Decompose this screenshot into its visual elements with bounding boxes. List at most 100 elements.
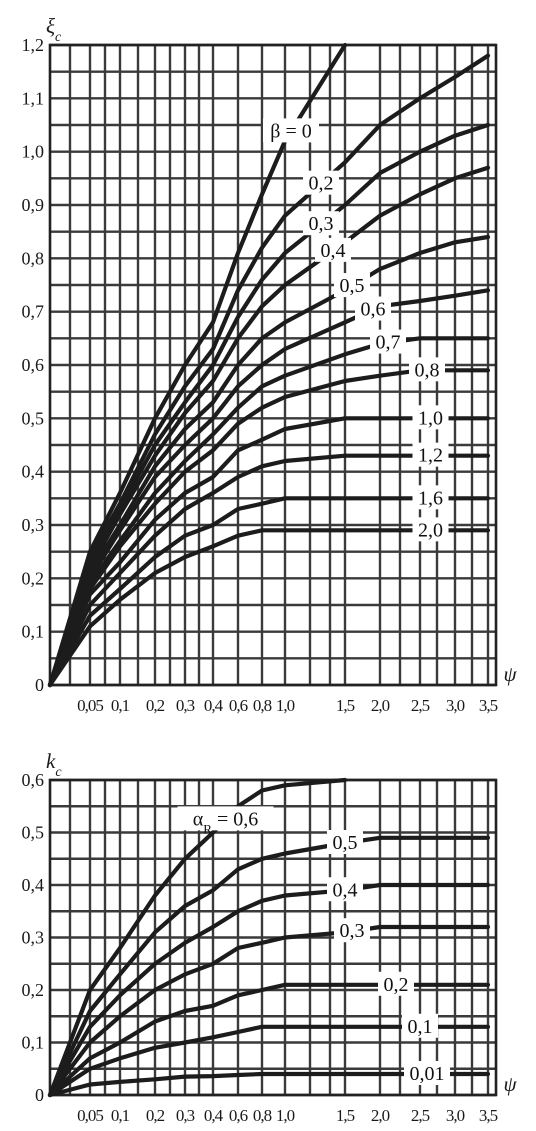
series-line bbox=[47, 777, 348, 1098]
series-line bbox=[47, 42, 348, 688]
chart-k-c: 0 0,1 0,2 0,3 0,4 0,5 0,6 0,05 0,1 0,2 0,3 0,4 0,6 0,… bbox=[22, 749, 518, 1125]
x-tick-label: 0,2 bbox=[146, 696, 165, 715]
series-label: 0,5 bbox=[340, 275, 365, 297]
series-label-bg bbox=[412, 442, 449, 467]
series-label-bg bbox=[327, 830, 363, 854]
y-tick-label: 0,7 bbox=[22, 302, 45, 322]
series-label-bg bbox=[370, 329, 406, 354]
series-labels: β = 0 0,2 0,3 0,4 0,50,6 0,7 0,8 1,0 1,2 1,6 2,0 bbox=[263, 118, 449, 542]
series-line bbox=[47, 53, 491, 688]
series-label-bg bbox=[412, 517, 449, 542]
y-tick-labels: 0 0,1 0,2 0,3 0,4 0,5 0,6 bbox=[22, 770, 45, 1105]
series-label-bg bbox=[409, 357, 445, 382]
x-tick-label: 0,4 bbox=[204, 696, 224, 715]
series-label-bg bbox=[412, 405, 449, 430]
y-axis-label: ξc bbox=[46, 14, 62, 45]
series-label: 0,7 bbox=[376, 332, 401, 354]
x-tick-label: 2,5 bbox=[411, 696, 430, 715]
x-tick-label: 1,5 bbox=[336, 696, 355, 715]
y-tick-label: 0,4 bbox=[22, 875, 45, 895]
series-label: 0,2 bbox=[309, 173, 334, 195]
y-tick-label: 0,1 bbox=[22, 1033, 45, 1053]
x-tick-label: 2,0 bbox=[371, 696, 390, 715]
y-tick-label: 0,8 bbox=[22, 248, 45, 268]
grid bbox=[50, 778, 496, 1097]
series-label: 1,0 bbox=[418, 407, 443, 429]
plot-frame bbox=[48, 43, 498, 687]
y-tick-label: 0,3 bbox=[22, 928, 45, 948]
series-label: β = 0 bbox=[270, 120, 311, 142]
series-label: 2,0 bbox=[418, 519, 443, 541]
chart-xi-c: 00,10,20,30,40,50,60,70,80,91,01,11,20,0… bbox=[22, 14, 518, 715]
series-line bbox=[47, 835, 491, 1098]
y-tick-label: 1,0 bbox=[22, 142, 45, 162]
x-tick-label: 0,05 bbox=[77, 1106, 103, 1125]
y-tick-label: 0 bbox=[35, 675, 44, 695]
series-label-bg bbox=[263, 118, 319, 143]
series-label: 0,6 bbox=[361, 299, 386, 321]
x-tick-label: 3,0 bbox=[446, 696, 465, 715]
series-label-bg bbox=[378, 971, 414, 996]
y-tick-label: 0,1 bbox=[22, 622, 45, 642]
x-tick-label: 3,0 bbox=[446, 1106, 465, 1125]
x-tick-label: 0,2 bbox=[146, 1106, 165, 1125]
y-tick-label: 1,2 bbox=[22, 35, 45, 55]
series-line bbox=[47, 234, 491, 688]
x-tick-label: 0,8 bbox=[253, 1106, 272, 1125]
y-tick-label: 0,5 bbox=[22, 408, 45, 428]
series-label: 0,01 bbox=[410, 1063, 445, 1085]
y-axis-label: kc bbox=[46, 749, 62, 780]
series-line bbox=[47, 336, 491, 688]
series-label: αR = 0,6 bbox=[193, 808, 258, 836]
series-label: 1,6 bbox=[418, 487, 443, 509]
y-tick-label: 0,6 bbox=[22, 355, 45, 375]
x-tick-label: 0,8 bbox=[253, 696, 272, 715]
series-label-bg bbox=[334, 918, 370, 943]
y-tick-label: 0,6 bbox=[22, 770, 45, 790]
series-line bbox=[47, 924, 491, 1098]
y-tick-label: 0,4 bbox=[22, 462, 45, 482]
x-tick-label: 2,5 bbox=[411, 1106, 430, 1125]
y-tick-label: 0,2 bbox=[22, 568, 45, 588]
series-label: 0,3 bbox=[309, 213, 334, 235]
series-label-bg bbox=[404, 1061, 450, 1085]
series-label: 0,5 bbox=[333, 832, 358, 854]
series-label-bg bbox=[334, 273, 370, 298]
y-tick-label: 0 bbox=[35, 1085, 44, 1105]
series-label-bg bbox=[327, 877, 363, 902]
x-tick-label: 0,1 bbox=[111, 696, 130, 715]
y-tick-labels: 0 0,1 0,2 0,3 0,4 0,5 0,6 0,7 0,8 0,9 1,0 1,1 1,2 bbox=[22, 35, 45, 695]
plot-frame bbox=[48, 778, 498, 1097]
series-label-bg bbox=[177, 806, 274, 831]
x-tick-label: 0,05 bbox=[77, 696, 103, 715]
series-label: 0,8 bbox=[415, 359, 440, 381]
series-label: 0,4 bbox=[333, 879, 358, 901]
series-label: 0,4 bbox=[321, 240, 346, 262]
x-tick-label: 3,5 bbox=[479, 1106, 498, 1125]
x-tick-label: 0,4 bbox=[204, 1106, 224, 1125]
x-tick-label: 1,0 bbox=[276, 1106, 295, 1125]
x-axis-label: ψ bbox=[503, 1072, 517, 1096]
series-label-bg bbox=[303, 211, 339, 236]
y-tick-label: 0,9 bbox=[22, 195, 45, 215]
y-tick-label: 0,3 bbox=[22, 515, 45, 535]
x-tick-label: 0,6 bbox=[229, 1106, 248, 1125]
series-line bbox=[47, 122, 491, 688]
series-label: 1,2 bbox=[418, 445, 443, 467]
y-tick-label: 1,1 bbox=[22, 88, 45, 108]
x-tick-label: 2,0 bbox=[371, 1106, 390, 1125]
x-tick-label: 0,1 bbox=[111, 1106, 130, 1125]
series-label: 0,3 bbox=[340, 920, 365, 942]
series-label: 0,2 bbox=[384, 974, 409, 996]
x-tick-labels: 0,05 0,1 0,2 0,3 0,4 0,6 0,8 1,0 1,5 2,0 2,5 3,0 3,5 bbox=[77, 696, 499, 715]
series-labels: αR = 0,6 0,5 0,4 0,3 0,2 0,1 0,01 bbox=[177, 806, 450, 1085]
x-tick-label: 0,3 bbox=[176, 696, 195, 715]
series-label-bg bbox=[315, 237, 351, 262]
series-line bbox=[47, 882, 491, 1098]
x-tick-label: 0,6 bbox=[229, 696, 248, 715]
series-line bbox=[47, 288, 491, 688]
x-tick-label: 0,3 bbox=[176, 1106, 195, 1125]
x-tick-labels: 0,05 0,1 0,2 0,3 0,4 0,6 0,8 1,0 1,5 2,0 2,5 3,0 3,5 bbox=[77, 1106, 499, 1125]
series-label: 0,1 bbox=[408, 1016, 433, 1038]
y-tick-label: 0,5 bbox=[22, 823, 45, 843]
